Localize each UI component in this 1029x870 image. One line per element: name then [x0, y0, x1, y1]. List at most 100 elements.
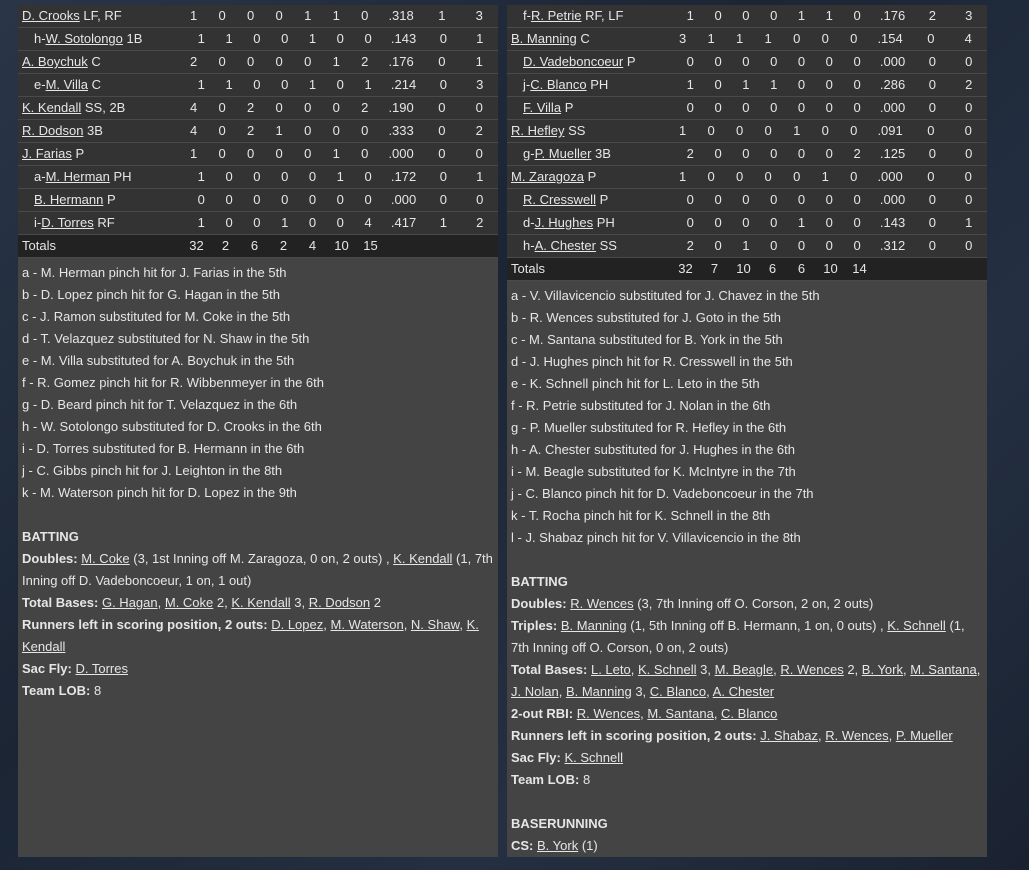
- player-link[interactable]: M. Coke: [81, 551, 130, 566]
- totals-label: Totals: [22, 238, 56, 253]
- stat-text: 2,: [213, 595, 232, 610]
- stat-cell: 4: [190, 123, 198, 138]
- stat-cell: 1: [707, 31, 715, 46]
- position: PH: [113, 169, 132, 184]
- player-link[interactable]: R. Wences: [780, 662, 844, 677]
- player-link[interactable]: K. Kendall: [393, 551, 453, 566]
- substitution-note: g - D. Beard pinch hit for T. Velazquez …: [22, 397, 298, 412]
- total-cell: 10: [334, 238, 349, 253]
- player-link[interactable]: B. Manning: [560, 618, 627, 633]
- player-link[interactable]: M. Herman: [45, 169, 110, 184]
- player-link[interactable]: K. Schnell: [887, 618, 946, 633]
- sub-letter: h-: [34, 31, 46, 46]
- player-cell: J. Farias P: [18, 143, 179, 165]
- player-link[interactable]: M. Waterson: [330, 617, 404, 632]
- player-link[interactable]: R. Dodson: [308, 595, 371, 610]
- stat-cell: .000: [877, 169, 903, 184]
- player-link[interactable]: A. Chester: [534, 238, 596, 253]
- stat-text: (3, 1st Inning off M. Zaragoza, 0 on, 2 …: [129, 551, 394, 566]
- player-link[interactable]: M. Santana: [647, 706, 714, 721]
- player-link[interactable]: K. Kendall: [231, 595, 291, 610]
- stat-cell: 0: [853, 77, 861, 92]
- stat-cell: 0: [965, 54, 973, 69]
- stat-cell: 0: [439, 77, 447, 92]
- player-cell: D. Crooks LF, RF: [18, 5, 179, 27]
- substitution-note: b - D. Lopez pinch hit for G. Hagan in t…: [22, 287, 280, 302]
- player-link[interactable]: D. Torres: [75, 661, 128, 676]
- player-link[interactable]: B. Hermann: [34, 192, 104, 207]
- player-link[interactable]: R. Wences: [576, 706, 641, 721]
- player-link[interactable]: W. Sotolongo: [45, 31, 123, 46]
- stat-cell: 0: [853, 100, 861, 115]
- substitution-note: k - T. Rocha pinch hit for K. Schnell in…: [511, 508, 771, 523]
- player-link[interactable]: M. Coke: [164, 595, 214, 610]
- stat-cell: 1: [190, 146, 198, 161]
- player-link[interactable]: J. Nolan: [511, 684, 559, 699]
- player-link[interactable]: N. Shaw: [410, 617, 460, 632]
- player-link[interactable]: B. Manning: [511, 31, 577, 46]
- stat-cell: 0: [793, 31, 801, 46]
- stat-cell: 0: [253, 31, 261, 46]
- player-link[interactable]: R. Wences: [570, 596, 634, 611]
- player-link[interactable]: J. Hughes: [534, 215, 594, 230]
- stat-cell: 0: [928, 192, 936, 207]
- player-link[interactable]: B. Manning: [565, 684, 632, 699]
- stat-cell: 0: [275, 146, 283, 161]
- player-link[interactable]: J. Shabaz: [760, 728, 819, 743]
- player-link[interactable]: R. Petrie: [530, 8, 582, 23]
- player-link[interactable]: K. Schnell: [637, 662, 697, 677]
- player-link[interactable]: K. Kendall: [22, 100, 82, 115]
- player-link[interactable]: K. Schnell: [564, 750, 624, 765]
- player-link[interactable]: B. York: [537, 838, 579, 853]
- player-link[interactable]: G. Hagan: [101, 595, 158, 610]
- stat-cell: 1: [336, 169, 344, 184]
- player-link[interactable]: C. Blanco: [649, 684, 707, 699]
- game-notes: a - V. Villavicencio substituted for J. …: [507, 281, 987, 857]
- stat-cell: 0: [336, 192, 344, 207]
- player-link[interactable]: M. Beagle: [714, 662, 774, 677]
- stat-cell: .190: [388, 100, 414, 115]
- player-link[interactable]: M. Santana: [910, 662, 977, 677]
- player-link[interactable]: K. Kendall: [22, 617, 479, 654]
- stat-cell: 0: [742, 54, 750, 69]
- stat-cell: 0: [336, 77, 344, 92]
- player-link[interactable]: C. Blanco: [530, 77, 587, 92]
- stat-line: Runners left in scoring position, 2 outs…: [511, 725, 983, 747]
- substitution-note: l - J. Shabaz pinch hit for V. Villavice…: [511, 530, 801, 545]
- player-link[interactable]: J. Farias: [22, 146, 72, 161]
- player-link[interactable]: A. Boychuk: [22, 54, 88, 69]
- player-link[interactable]: B. York: [861, 662, 903, 677]
- player-link[interactable]: D. Vadeboncoeur: [523, 54, 624, 69]
- stat-cell: 0: [764, 123, 772, 138]
- stat-cell: 1: [304, 8, 312, 23]
- player-link[interactable]: L. Leto: [590, 662, 631, 677]
- player-row: D. Vadeboncoeur P 0 0 0 0 0 0 0 .000 0 0: [507, 51, 987, 74]
- player-link[interactable]: M. Villa: [45, 77, 88, 92]
- player-link[interactable]: R. Dodson: [22, 123, 84, 138]
- stat-cell: 0: [218, 8, 226, 23]
- substitution-note: e - M. Villa substituted for A. Boychuk …: [22, 353, 295, 368]
- player-link[interactable]: C. Blanco: [721, 706, 778, 721]
- player-link[interactable]: P. Mueller: [895, 728, 953, 743]
- total-cell: 15: [363, 238, 378, 253]
- stat-cell: 0: [714, 215, 722, 230]
- stat-cell: 0: [361, 8, 369, 23]
- player-link[interactable]: D. Lopez: [271, 617, 324, 632]
- stat-cell: 0: [364, 31, 372, 46]
- player-link[interactable]: D. Crooks: [22, 8, 80, 23]
- player-link[interactable]: R. Hefley: [511, 123, 565, 138]
- player-link[interactable]: A. Chester: [712, 684, 775, 699]
- player-link[interactable]: D. Torres: [41, 215, 94, 230]
- stat-cell: 0: [253, 215, 261, 230]
- player-link[interactable]: F. Villa: [523, 100, 562, 115]
- player-row: J. Farias P 1 0 0 0 0 1 0 .000 0 0: [18, 143, 498, 166]
- player-link[interactable]: R. Cresswell: [523, 192, 596, 207]
- player-row: B. Manning C 3 1 1 1 0 0 0 .154 0 4: [507, 28, 987, 51]
- stat-cell: 0: [438, 123, 446, 138]
- stat-cell: 1: [439, 215, 447, 230]
- player-cell: f-R. Petrie RF, LF: [507, 5, 676, 27]
- player-link[interactable]: M. Zaragoza: [511, 169, 584, 184]
- stat-line: Sac Fly: D. Torres: [22, 658, 494, 680]
- player-link[interactable]: R. Wences: [825, 728, 889, 743]
- player-link[interactable]: P. Mueller: [534, 146, 592, 161]
